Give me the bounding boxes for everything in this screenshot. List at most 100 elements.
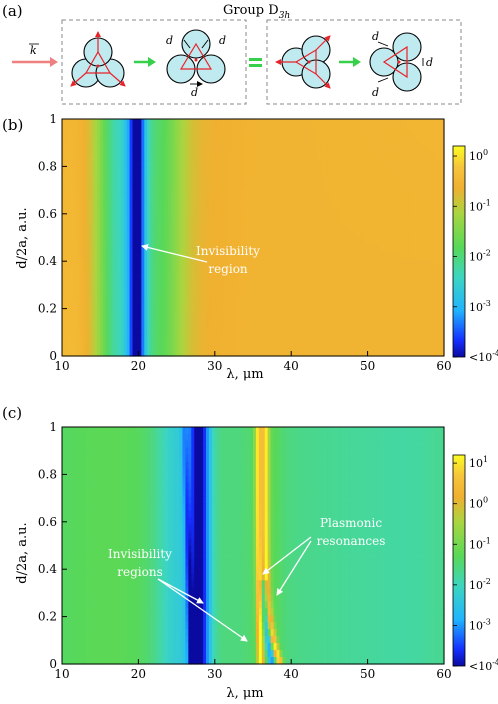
- heatmap-cell: [379, 300, 383, 308]
- heatmap-cell: [394, 146, 398, 155]
- heatmap-cell: [300, 307, 304, 315]
- heatmap-cell: [305, 119, 310, 127]
- heatmap-cell: [191, 314, 195, 322]
- heatmap-cell: [62, 447, 66, 456]
- heatmap-cell: [335, 440, 339, 449]
- heatmap-cell: [376, 237, 380, 246]
- heatmap-cell: [161, 195, 166, 204]
- heatmap-cell: [197, 139, 201, 148]
- heatmap-cell: [214, 251, 219, 260]
- heatmap-cell: [417, 433, 422, 442]
- heatmap-cell: [173, 321, 178, 329]
- heatmap-cell: [117, 272, 122, 280]
- heatmap-cell: [123, 314, 128, 322]
- heatmap-cell: [200, 181, 204, 190]
- heatmap-cell: [91, 139, 95, 148]
- heatmap-cell: [347, 160, 351, 169]
- heatmap-cell: [235, 188, 239, 197]
- heatmap-cell: [176, 132, 181, 141]
- heatmap-cell: [97, 125, 101, 134]
- heatmap-cell: [161, 349, 166, 357]
- heatmap-cell: [144, 223, 148, 232]
- heatmap-cell: [438, 153, 442, 162]
- group-title: Group D3h: [223, 3, 290, 21]
- heatmap-cell: [385, 286, 389, 294]
- heatmap-cell: [276, 265, 281, 273]
- heatmap-cell: [94, 265, 98, 273]
- heatmap-cell: [64, 300, 69, 308]
- heatmap-cell: [76, 160, 81, 169]
- heatmap-cell: [164, 244, 169, 253]
- heatmap-cell: [396, 244, 401, 253]
- heatmap-cell: [302, 314, 307, 322]
- heatmap-cell: [355, 188, 360, 197]
- heatmap-cell: [188, 132, 192, 141]
- heatmap-cell: [364, 258, 369, 266]
- heatmap-cell: [117, 321, 122, 329]
- heatmap-cell: [279, 328, 283, 336]
- heatmap-cell: [438, 272, 442, 280]
- heatmap-cell: [73, 321, 78, 329]
- heatmap-cell: [349, 174, 354, 183]
- equals-sign-bottom: [249, 64, 262, 67]
- heatmap-cell: [164, 433, 169, 442]
- heatmap-cell: [320, 286, 325, 294]
- heatmap-cell: [229, 119, 234, 127]
- heatmap-cell: [123, 447, 128, 456]
- heatmap-cell: [373, 307, 378, 315]
- heatmap-cell: [200, 265, 204, 273]
- heatmap-cell: [88, 160, 92, 169]
- heatmap-cell: [308, 427, 313, 435]
- heatmap-cell: [352, 440, 357, 449]
- heatmap-cell: [373, 132, 378, 141]
- heatmap-cell: [420, 223, 425, 232]
- heatmap-cell: [385, 349, 389, 357]
- heatmap-cell: [167, 174, 172, 183]
- heatmap-cell: [341, 279, 345, 287]
- heatmap-cell: [332, 272, 336, 280]
- heatmap-cell: [205, 440, 210, 449]
- heatmap-cell: [285, 230, 289, 239]
- heatmap-cell: [161, 447, 166, 456]
- heatmap-cell: [114, 279, 119, 287]
- heatmap-cell: [291, 433, 295, 442]
- heatmap-cell: [153, 237, 157, 246]
- heatmap-cell: [114, 342, 119, 350]
- heatmap-cell: [335, 286, 339, 294]
- heatmap-cell: [311, 146, 316, 155]
- heatmap-cell: [308, 202, 313, 211]
- heatmap-cell: [144, 258, 148, 266]
- heatmap-cell: [103, 119, 107, 127]
- heatmap-cell: [232, 139, 236, 148]
- heatmap-cell: [411, 132, 416, 141]
- heatmap-cell: [62, 167, 66, 176]
- heatmap-cell: [211, 216, 216, 225]
- heatmap-cell: [85, 146, 90, 155]
- heatmap-cell: [191, 447, 195, 456]
- heatmap-cell: [344, 265, 348, 273]
- heatmap-cell: [311, 447, 316, 456]
- heatmap-cell: [214, 349, 219, 357]
- heatmap-cell: [332, 216, 336, 225]
- heatmap-cell: [291, 119, 295, 127]
- heatmap-cell: [388, 258, 392, 266]
- heatmap-cell: [220, 237, 225, 246]
- heatmap-cell: [405, 188, 410, 197]
- heatmap-cell: [88, 279, 92, 287]
- heatmap-cell: [376, 447, 380, 456]
- heatmap-cell: [173, 427, 178, 435]
- heatmap-cell: [185, 265, 189, 273]
- heatmap-cell: [120, 202, 125, 211]
- heatmap-cell: [255, 307, 260, 315]
- heatmap-cell: [276, 286, 281, 294]
- heatmap-cell: [197, 286, 201, 294]
- heatmap-cell: [305, 174, 310, 183]
- heatmap-cell: [153, 230, 157, 239]
- heatmap-cell: [305, 244, 310, 253]
- heatmap-cell: [438, 237, 442, 246]
- heatmap-cell: [349, 349, 354, 357]
- gap-label-4: d: [372, 30, 379, 43]
- heatmap-cell: [232, 146, 236, 155]
- heatmap-cell: [423, 349, 427, 357]
- heatmap-cell: [226, 447, 231, 456]
